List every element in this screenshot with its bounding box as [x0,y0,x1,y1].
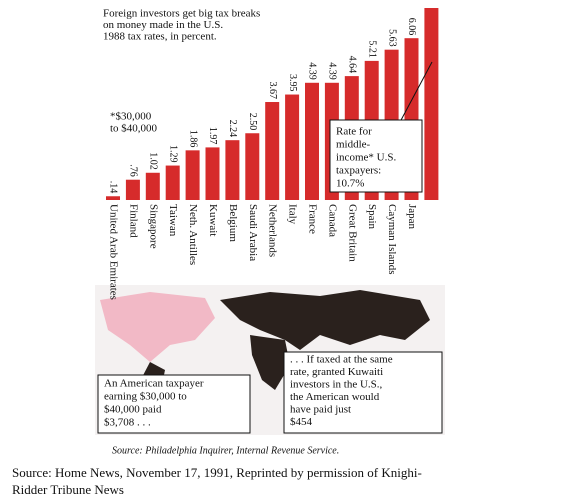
bar [225,140,240,200]
map-box-text: $3,708 . . . [104,417,151,429]
annotation: taxpayers: [336,165,381,177]
value-label: 2.24 [227,120,238,138]
annotation: middle- [336,139,371,151]
value-label: 1.29 [167,145,178,163]
bar [165,165,180,200]
map-box-text: have paid just [290,404,351,416]
chart-title: 1988 tax rates, in percent. [103,31,217,43]
x-tick-label: Saudi Arabia [247,204,259,261]
x-tick-label: Finland [127,204,139,238]
graphic-source: Source: Philadelphia Inquirer, Internal … [112,445,339,456]
bar [106,196,120,200]
bar [205,147,220,200]
value-label: 1.86 [187,130,198,148]
x-tick-label: Spain [366,204,378,230]
footnote: *$30,000 [110,111,152,123]
bar [125,179,140,200]
map-box-text: earning $30,000 to [104,391,187,403]
map-box-text: investors in the U.S., [290,379,383,391]
source: Ridder Tribune News [12,482,124,497]
value-label: 4.39 [307,62,318,80]
x-tick-label: Cayman Islands [386,204,398,275]
x-tick-label: United Arab Emirates [107,204,119,300]
bar [424,8,439,200]
value-label: 3.67 [267,82,278,100]
x-tick-label: Japan [406,204,418,230]
source: Source: Home News, November 17, 1991, Re… [12,465,422,480]
map-box-text: rate, granted Kuwaiti [290,366,383,378]
map-box-text: the American would [290,391,380,403]
bar [145,172,160,200]
value-label: 1.97 [207,127,218,145]
annotation-box [329,119,423,193]
annotation-leader [399,61,433,123]
value-label: 2.50 [247,113,258,131]
footnote: to $40,000 [110,123,158,135]
value-label: 5.21 [366,40,377,58]
x-tick-label: Singapore [147,204,159,249]
value-label: 1.02 [148,152,159,170]
x-tick-label: Canada [326,204,338,237]
map-box-text: An American taxpayer [104,378,204,390]
bar [265,102,280,200]
annotation: income* U.S. [336,152,396,164]
map-box-text: $40,000 paid [104,404,162,416]
bar [245,133,260,200]
annotation: 10.7% [336,178,364,190]
x-tick-label: Kuwait [207,204,219,236]
value-label: 4.64 [347,56,358,74]
x-tick-label: Italy [287,204,299,225]
chart-title: on money made in the U.S. [103,19,223,31]
value-label: .76 [128,164,139,177]
map-box [283,351,443,434]
map-box-text: . . . If taxed at the same [290,354,393,366]
value-label: 6.06 [406,18,417,36]
bar [305,82,319,200]
x-tick-label: Neth. Antilles [187,204,199,265]
x-tick-label: Belgium [227,204,239,242]
chart-title: Foreign investors get big tax breaks [103,8,260,20]
annotation: Rate for [336,126,372,138]
map-box [97,374,251,434]
x-tick-label: France [306,204,318,234]
bar [285,94,300,200]
value-label: 4.39 [327,62,338,80]
value-label: 3.95 [287,74,298,92]
value-label: 5.63 [386,29,397,47]
x-tick-label: Taiwan [167,204,179,237]
x-tick-label: Netherlands [267,204,279,257]
value-label: .14 [108,181,119,194]
x-tick-label: Great Britain [346,204,358,262]
map-box-text: $454 [290,416,313,428]
bar [185,150,200,200]
